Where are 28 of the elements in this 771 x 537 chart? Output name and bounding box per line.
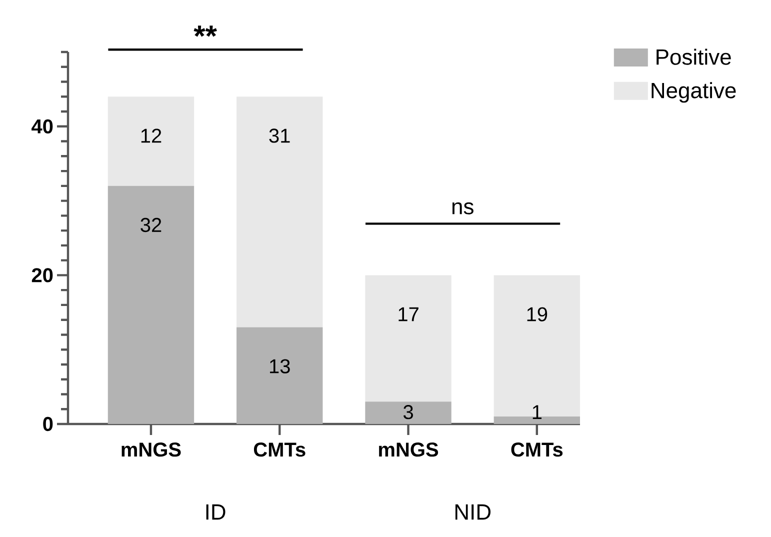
x-tick-label: mNGS xyxy=(379,442,438,457)
annotation: ns xyxy=(452,202,474,214)
legend-label: Positive xyxy=(656,48,731,65)
text: ** xyxy=(194,26,217,37)
data-label: 32 xyxy=(140,218,162,232)
bar xyxy=(108,186,194,424)
x-tick-label: mNGS xyxy=(122,442,181,457)
data-label: 19 xyxy=(527,307,548,322)
bar xyxy=(108,96,194,186)
text: NID xyxy=(455,504,490,520)
bar xyxy=(365,402,452,424)
y-tick-label: 40 xyxy=(32,119,53,134)
bar xyxy=(365,275,452,402)
bar xyxy=(236,327,323,424)
y-tick-label: 0 xyxy=(43,416,53,432)
y-tick-label: 20 xyxy=(32,268,53,282)
text: ID xyxy=(206,504,226,520)
x-tick-label: CMTs xyxy=(254,442,306,457)
data-label: 13 xyxy=(270,359,290,374)
data-label: 31 xyxy=(269,128,290,143)
data-label: 17 xyxy=(398,307,418,322)
bar xyxy=(494,275,580,417)
data-label: 1 xyxy=(532,405,542,419)
legend-label: Negative xyxy=(652,82,736,103)
data-label: 12 xyxy=(141,128,162,143)
x-tick-label: CMTs xyxy=(511,442,563,457)
bar xyxy=(236,96,323,328)
data-label: 3 xyxy=(404,405,413,420)
